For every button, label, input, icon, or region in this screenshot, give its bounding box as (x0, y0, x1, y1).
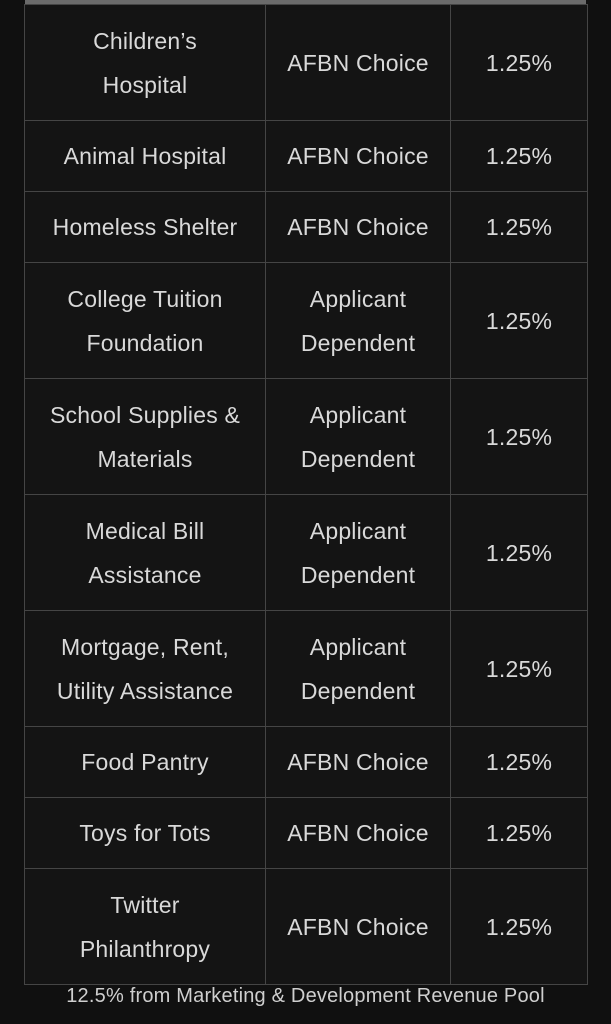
cause-cell-line: Materials (97, 445, 193, 472)
selection-cell-line: Applicant (309, 401, 407, 428)
cause-cell-line: School Supplies & (49, 401, 241, 428)
table-row: Mortgage, Rent, Utility Assistance Applica… (24, 610, 588, 727)
cause-cell: Toys for Tots (24, 797, 266, 869)
cause-cell-line: Mortgage, Rent, (61, 633, 229, 660)
percent-cell: 1.25% (450, 726, 588, 798)
cause-cell-line: Assistance (88, 561, 202, 588)
selection-cell: Applicant Dependent (265, 262, 451, 379)
selection-cell-line: Dependent (300, 561, 416, 588)
selection-cell-line: Dependent (300, 445, 416, 472)
percent-cell: 1.25% (450, 191, 588, 263)
selection-cell-line: Applicant (309, 633, 407, 660)
cause-cell-line: Children’s (93, 27, 197, 54)
selection-cell: Applicant Dependent (265, 610, 451, 727)
selection-cell: AFBN Choice (265, 726, 451, 798)
cause-cell-line: Homeless Shelter (52, 214, 238, 240)
selection-cell: Applicant Dependent (265, 494, 451, 611)
table-row: Food Pantry AFBN Choice 1.25% (24, 726, 588, 798)
percent-cell: 1.25% (450, 4, 588, 121)
selection-cell-line: AFBN Choice (287, 749, 429, 775)
percent-cell: 1.25% (450, 120, 588, 192)
cause-cell-line: Food Pantry (81, 749, 209, 775)
selection-cell-line: AFBN Choice (287, 820, 429, 846)
percent-cell: 1.25% (450, 494, 588, 611)
cause-cell: School Supplies & Materials (24, 378, 266, 495)
selection-cell-line: Applicant (309, 517, 407, 544)
table-row: Homeless Shelter AFBN Choice 1.25% (24, 191, 588, 263)
cause-cell: Homeless Shelter (24, 191, 266, 263)
table-row: Twitter Philanthropy AFBN Choice 1.25% (24, 868, 588, 985)
percent-cell: 1.25% (450, 610, 588, 727)
cause-cell-line: Twitter (110, 891, 180, 918)
table-row: School Supplies & Materials Applicant Depen… (24, 378, 588, 495)
cause-cell: Children’s Hospital (24, 4, 266, 121)
selection-cell: AFBN Choice (265, 797, 451, 869)
cause-cell: Mortgage, Rent, Utility Assistance (24, 610, 266, 727)
cause-cell: Twitter Philanthropy (24, 868, 266, 985)
cause-cell: Food Pantry (24, 726, 266, 798)
selection-cell-line: AFBN Choice (287, 143, 429, 169)
footer-caption: 12.5% from Marketing & Development Reven… (66, 985, 545, 1007)
selection-cell-line: Applicant (309, 285, 407, 312)
cause-cell: Medical Bill Assistance (24, 494, 266, 611)
cause-cell-line: Utility Assistance (56, 677, 234, 704)
selection-cell-line: AFBN Choice (287, 214, 429, 240)
selection-cell: AFBN Choice (265, 4, 451, 121)
table-row: Children’s Hospital AFBN Choice 1.25% (24, 4, 588, 121)
table-row: Toys for Tots AFBN Choice 1.25% (24, 797, 588, 869)
percent-cell: 1.25% (450, 797, 588, 869)
selection-cell: AFBN Choice (265, 120, 451, 192)
table-row: Animal Hospital AFBN Choice 1.25% (24, 120, 588, 192)
cause-cell-line: Medical Bill (85, 517, 205, 544)
percent-cell: 1.25% (450, 378, 588, 495)
cause-cell-line: Philanthropy (79, 935, 211, 962)
cause-cell-line: Foundation (86, 329, 204, 356)
selection-cell: AFBN Choice (265, 191, 451, 263)
selection-cell-line: AFBN Choice (287, 913, 429, 940)
table-row: Medical Bill Assistance Applicant Dependent… (24, 494, 588, 611)
selection-cell: Applicant Dependent (265, 378, 451, 495)
top-divider (25, 0, 586, 4)
cause-cell-line: Hospital (102, 71, 188, 98)
cause-cell-line: Toys for Tots (79, 820, 211, 846)
table-row: College Tuition Foundation Applicant Depend… (24, 262, 588, 379)
cause-cell: College Tuition Foundation (24, 262, 266, 379)
selection-cell: AFBN Choice (265, 868, 451, 985)
cause-cell-line: College Tuition (67, 285, 223, 312)
cause-cell-line: Animal Hospital (63, 143, 227, 169)
percent-cell: 1.25% (450, 868, 588, 985)
allocation-table: Children’s Hospital AFBN Choice 1.25% Animal… (24, 4, 588, 985)
selection-cell-line: AFBN Choice (287, 49, 429, 76)
percent-cell: 1.25% (450, 262, 588, 379)
selection-cell-line: Dependent (300, 329, 416, 356)
cause-cell: Animal Hospital (24, 120, 266, 192)
selection-cell-line: Dependent (300, 677, 416, 704)
